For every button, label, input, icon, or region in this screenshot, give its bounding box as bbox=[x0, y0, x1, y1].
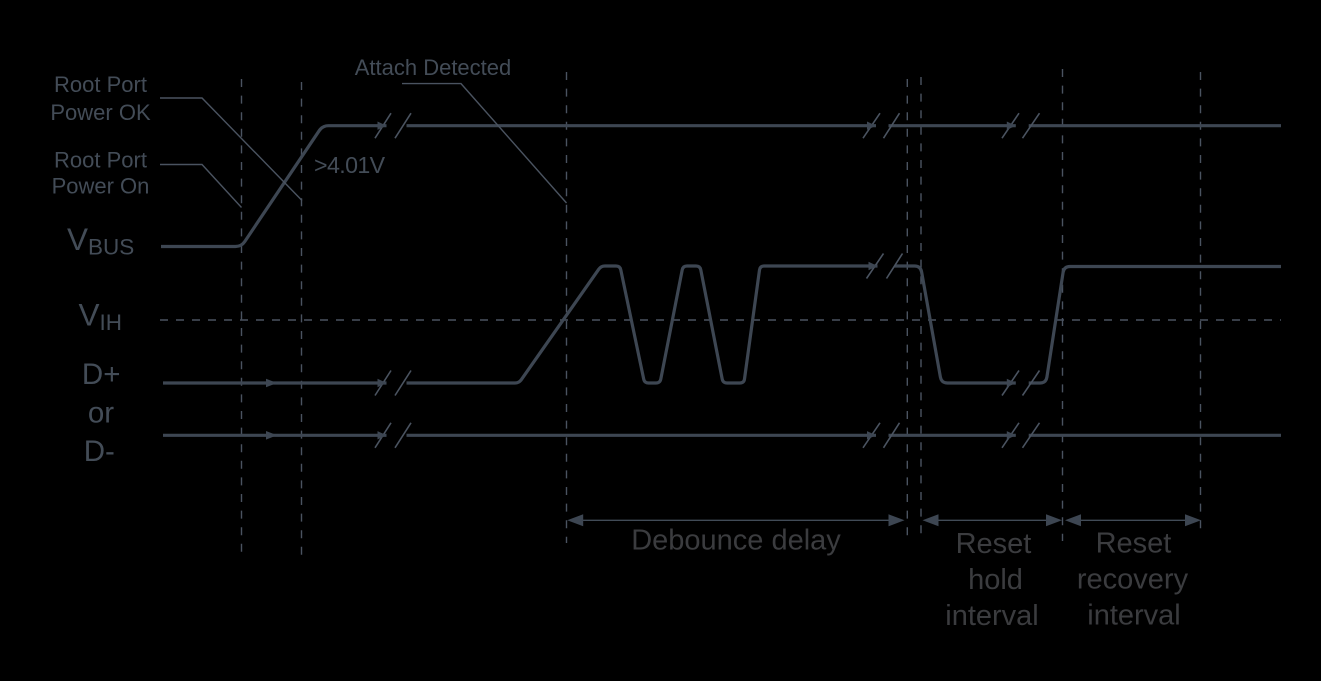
svg-text:Attach Detected: Attach Detected bbox=[355, 55, 512, 80]
svg-text:Power OK: Power OK bbox=[50, 100, 151, 125]
svg-text:>4.01V: >4.01V bbox=[314, 152, 386, 178]
svg-text:Root Port: Root Port bbox=[54, 72, 147, 97]
svg-text:VIH: VIH bbox=[79, 297, 123, 336]
svg-text:D-: D- bbox=[84, 435, 115, 468]
svg-text:or: or bbox=[88, 397, 114, 430]
svg-text:hold: hold bbox=[968, 564, 1023, 596]
svg-text:D+: D+ bbox=[82, 358, 121, 391]
svg-text:interval: interval bbox=[945, 600, 1039, 632]
svg-text:recovery: recovery bbox=[1077, 564, 1189, 596]
svg-text:VBUS: VBUS bbox=[67, 221, 134, 260]
svg-text:Root Port: Root Port bbox=[54, 147, 147, 172]
svg-text:Debounce delay: Debounce delay bbox=[631, 525, 841, 557]
svg-text:interval: interval bbox=[1087, 600, 1181, 632]
svg-text:Reset: Reset bbox=[956, 528, 1032, 560]
svg-text:Reset: Reset bbox=[1096, 528, 1172, 560]
svg-text:Power On: Power On bbox=[52, 174, 150, 199]
